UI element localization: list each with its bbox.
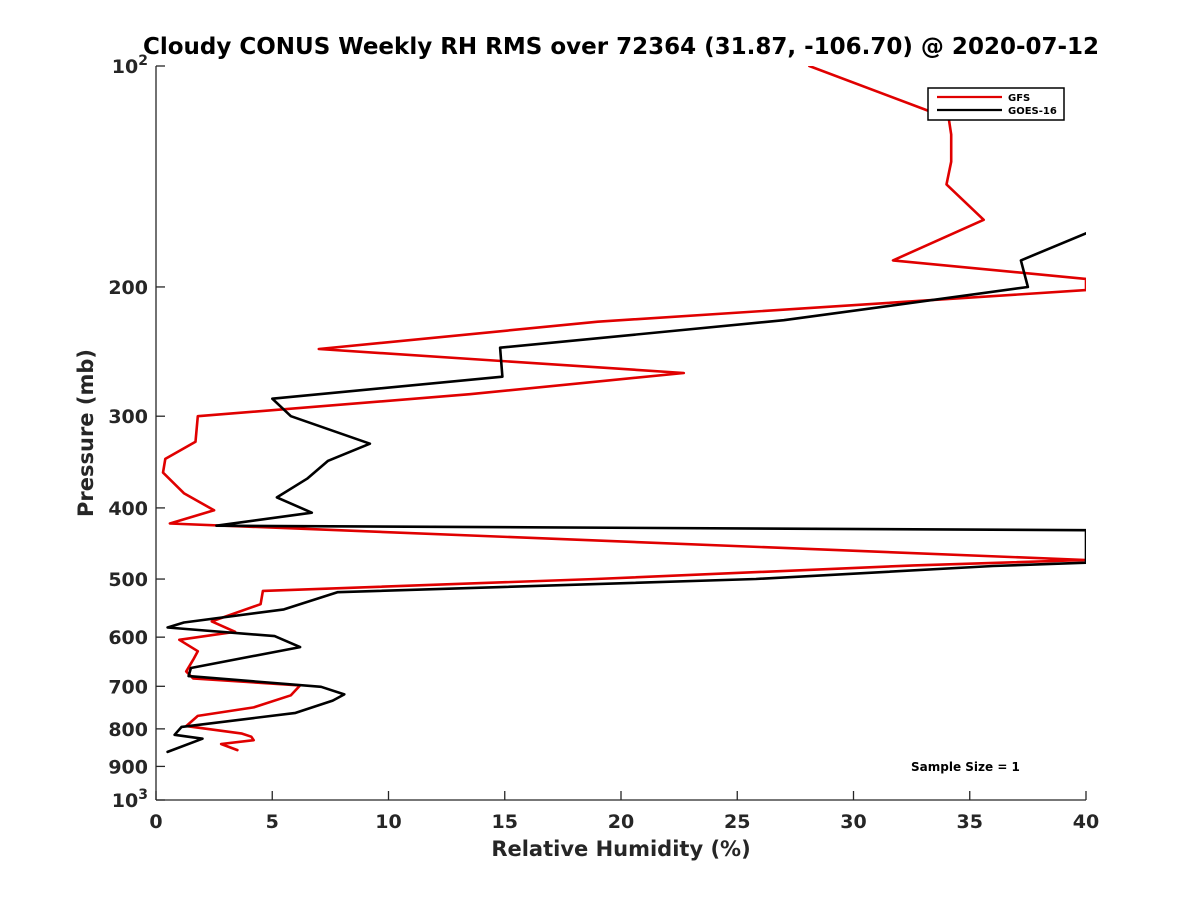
y-tick-label: 500	[108, 569, 148, 591]
x-tick-label: 35	[957, 811, 983, 833]
x-tick-label: 25	[724, 811, 750, 833]
series-line-gfs	[161, 66, 1086, 752]
legend-label-gfs: GFS	[1008, 93, 1030, 104]
x-tick-label: 5	[266, 811, 279, 833]
x-axis-label: Relative Humidity (%)	[491, 837, 750, 861]
y-tick-label: 102	[112, 53, 148, 78]
y-tick-label: 400	[108, 498, 148, 520]
x-tick-label: 10	[375, 811, 401, 833]
y-tick-label: 200	[108, 277, 148, 299]
y-tick-label: 103	[112, 787, 148, 812]
chart-title: Cloudy CONUS Weekly RH RMS over 72364 (3…	[143, 34, 1099, 60]
x-tick-label: 0	[149, 811, 162, 833]
series-layer	[161, 66, 1086, 754]
legend-box	[927, 87, 1065, 121]
x-tick-label: 40	[1073, 811, 1099, 833]
y-tick-label: 600	[108, 627, 148, 649]
y-axis-label: Pressure (mb)	[74, 349, 98, 517]
legend: GFS GOES-16	[927, 87, 1065, 121]
y-tick-label: 700	[108, 676, 148, 698]
y-tick-label: 900	[108, 756, 148, 778]
y-tick-label: 800	[108, 719, 148, 741]
x-tick-label: 20	[608, 811, 634, 833]
y-tick-label: 300	[108, 406, 148, 428]
x-tick-label: 15	[492, 811, 518, 833]
y-ticks: 102 200 300 400 500 600 700 800 900 103	[108, 53, 165, 812]
legend-label-goes-16: GOES-16	[1008, 106, 1057, 117]
x-ticks: 0 5 10 15 20 25 30 35 40	[149, 791, 1099, 833]
series-line-goes-16	[166, 232, 1086, 754]
sample-size-annotation: Sample Size = 1	[911, 760, 1020, 774]
x-tick-label: 30	[840, 811, 866, 833]
